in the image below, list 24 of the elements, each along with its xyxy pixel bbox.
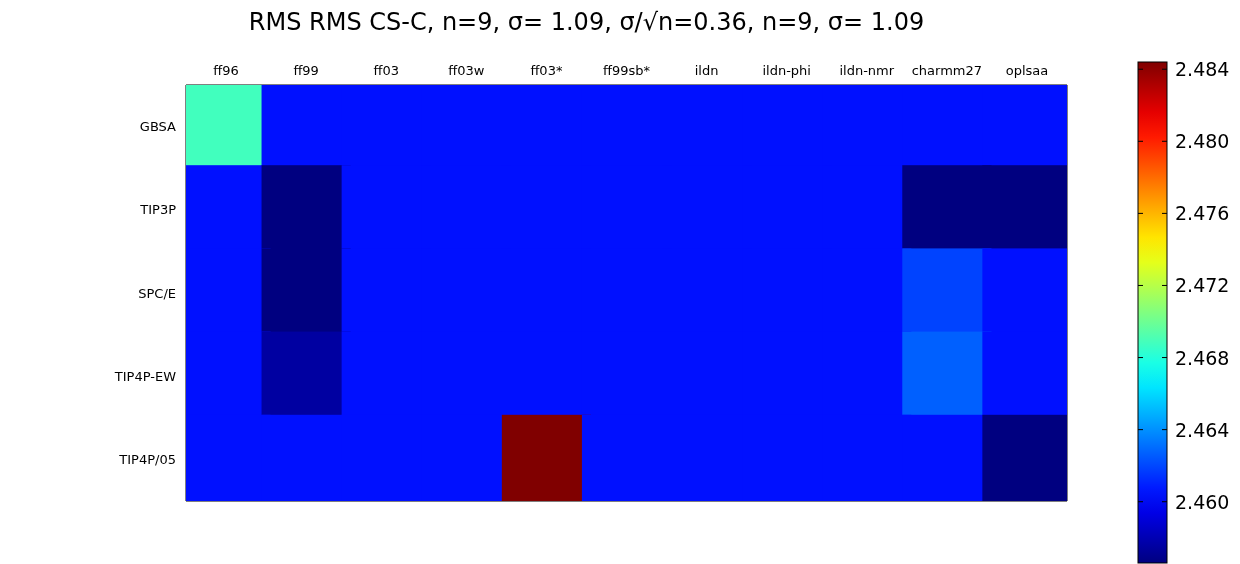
x-tick-label: charmm27 xyxy=(911,63,983,78)
y-tick-label: SPC/E xyxy=(138,285,176,301)
x-tick-label: ildn-phi xyxy=(762,63,811,78)
y-tick-label: TIP3P xyxy=(139,202,177,218)
x-tick-label: ff03 xyxy=(373,63,399,78)
x-tick-label: ff99sb* xyxy=(602,63,651,78)
chart-title: RMS RMS CS-C, n=9, σ= 1.09, σ/√n=0.36, n=9, σ= 1.09 xyxy=(247,8,926,36)
x-tick-label: ildn xyxy=(694,63,719,78)
y-tick-label: GBSA xyxy=(139,119,177,135)
color-bar-label: 2.476 xyxy=(1175,202,1230,225)
color-bar-label: 2.484 xyxy=(1175,58,1230,81)
x-tick-label: ildn-nmr xyxy=(839,63,895,78)
color-bar-label: 2.468 xyxy=(1175,346,1230,369)
color-bar-label: 2.464 xyxy=(1175,418,1230,441)
y-tick-label: TIP4P/05 xyxy=(118,452,176,468)
color-bar-label: 2.472 xyxy=(1175,274,1230,297)
color-bar-label: 2.480 xyxy=(1175,130,1230,153)
y-tick-label: TIP4P-EW xyxy=(113,368,177,384)
color-bar-label: 2.460 xyxy=(1175,490,1230,513)
x-tick-label: ff99 xyxy=(293,63,319,78)
x-tick-label: ff03* xyxy=(530,63,563,78)
x-tick-label: ff96 xyxy=(213,63,239,78)
x-tick-label: ff03w xyxy=(448,63,485,78)
x-tick-label: oplsaa xyxy=(1005,63,1049,78)
